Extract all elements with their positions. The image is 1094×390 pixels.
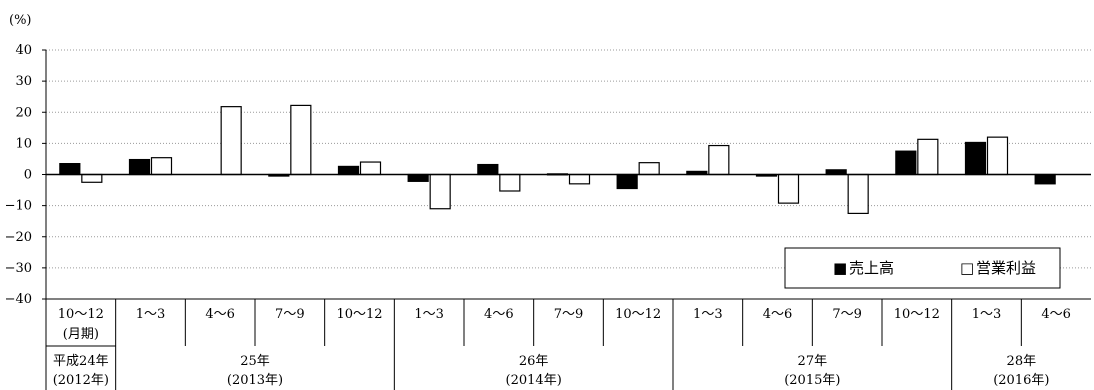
- bar-sales: [337, 165, 360, 176]
- bars: [59, 104, 1056, 215]
- y-axis-ticks: 40 30 20 10 0 −10 −20 −30 −40: [5, 43, 32, 307]
- x-tick-label: 1〜3: [693, 307, 723, 322]
- year-group-label: 26年: [519, 354, 549, 369]
- bar-operating-profit: [359, 161, 382, 176]
- year-group-sublabel: (2014年): [506, 373, 562, 388]
- x-tick-label: 1〜3: [972, 307, 1002, 322]
- bar-operating-profit: [568, 173, 591, 185]
- x-tick-label: 7〜9: [832, 307, 862, 322]
- gridlines: [46, 49, 1091, 269]
- year-group-sublabel: (2012年): [53, 373, 109, 388]
- bar-operating-profit: [986, 136, 1009, 176]
- x-tick-label: 7〜9: [275, 307, 305, 322]
- bar-operating-profit: [150, 157, 173, 176]
- year-group-label: 25年: [240, 354, 270, 369]
- bar-operating-profit: [429, 173, 451, 210]
- bar-operating-profit: [290, 104, 312, 176]
- bar-sales: [128, 158, 151, 176]
- y-tick-label: 0: [24, 168, 32, 183]
- bar-operating-profit: [499, 173, 521, 192]
- x-unit-sublabel: (月期): [63, 327, 99, 342]
- bar-sales: [1034, 173, 1056, 185]
- bar-sales: [616, 173, 638, 190]
- y-unit-label: (%): [9, 13, 32, 28]
- year-group-label: 平成24年: [53, 354, 109, 369]
- y-tick-label: −20: [5, 230, 32, 245]
- x-tick-label: 4〜6: [763, 307, 793, 322]
- bar-operating-profit: [847, 173, 869, 215]
- legend: ■ 売上高 □ 営業利益: [784, 247, 1061, 289]
- bar-sales: [895, 150, 917, 176]
- y-tick-label: −40: [5, 292, 32, 307]
- y-tick-label: 40: [15, 43, 32, 58]
- bar-operating-profit: [638, 162, 660, 176]
- axes: [42, 49, 1091, 300]
- y-tick-label: 30: [15, 74, 32, 89]
- x-tick-label: 1〜3: [136, 307, 166, 322]
- x-tick-label: 10〜12: [894, 307, 940, 322]
- year-group-sublabel: (2016年): [993, 373, 1049, 388]
- x-tick-label: 4〜6: [1041, 307, 1071, 322]
- y-tick-label: 10: [15, 136, 32, 151]
- legend-marker-sales: ■: [833, 259, 847, 277]
- y-tick-label: −30: [5, 261, 32, 276]
- x-tick-label: 4〜6: [484, 307, 514, 322]
- x-tick-label: 10〜12: [58, 307, 104, 322]
- bar-operating-profit: [708, 144, 730, 176]
- bar-sales: [477, 163, 499, 176]
- bar-sales: [59, 163, 81, 176]
- bar-operating-profit: [777, 173, 800, 204]
- bar-operating-profit: [220, 106, 242, 176]
- bar-sales: [964, 141, 987, 176]
- year-group-sublabel: (2015年): [784, 373, 840, 388]
- year-group-sublabel: (2013年): [227, 373, 283, 388]
- bar-sales: [407, 173, 429, 182]
- bar-operating-profit: [81, 173, 103, 183]
- legend-label-operating-profit: 営業利益: [976, 259, 1036, 277]
- x-tick-label: 10〜12: [615, 307, 661, 322]
- x-tick-label: 10〜12: [336, 307, 382, 322]
- legend-label-sales: 売上高: [849, 259, 894, 277]
- x-tick-label: 4〜6: [205, 307, 235, 322]
- y-tick-label: −10: [5, 199, 32, 214]
- y-tick-label: 20: [15, 105, 32, 120]
- bar-operating-profit: [917, 138, 939, 176]
- year-group-label: 27年: [798, 354, 828, 369]
- year-group-label: 28年: [1007, 354, 1037, 369]
- x-tick-label: 1〜3: [414, 307, 444, 322]
- x-tick-label: 7〜9: [554, 307, 584, 322]
- category-table: 10〜12 1〜3 4〜6 7〜9 10〜12 1〜3 4〜6 7〜9 10〜12 1〜3 4〜6 7…: [45, 299, 1071, 390]
- legend-box: [784, 247, 1061, 289]
- legend-marker-operating-profit: □: [960, 259, 974, 277]
